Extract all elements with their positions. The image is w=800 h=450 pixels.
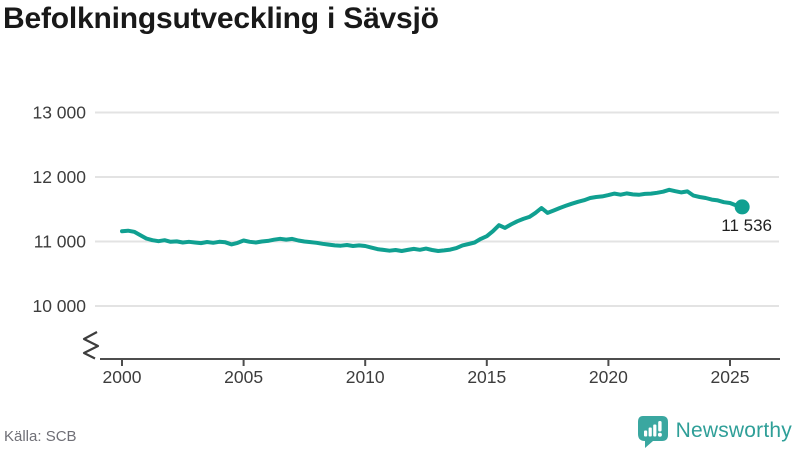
source-note: Källa: SCB [4, 428, 77, 445]
population-line [120, 187, 745, 253]
population-line-group [120, 187, 750, 253]
x-tick-label: 2020 [589, 367, 628, 387]
logo-bubble-shape [637, 416, 668, 448]
x-axis: 2000 2005 2010 2015 2020 2025 [100, 358, 780, 387]
y-tick-label: 12 000 [32, 167, 86, 187]
x-tick-label: 2025 [711, 367, 750, 387]
gridlines [95, 111, 779, 307]
newsworthy-logo-icon [637, 416, 668, 448]
newsworthy-wordmark: Newsworthy [675, 419, 792, 442]
y-tick-label: 11 000 [34, 232, 86, 252]
newsworthy-logo: Newsworthy [636, 414, 792, 448]
logo-bar-1 [643, 430, 647, 437]
logo-bar-2 [648, 427, 652, 437]
end-annotation: 11 536 [721, 216, 772, 235]
logo-bar-3 [652, 424, 657, 437]
y-tick-label: 10 000 [32, 296, 86, 316]
x-tick-label: 2000 [103, 367, 142, 387]
page-title: Befolkningsutveckling i Sävsjö [3, 2, 439, 35]
end-value-label: 11 536 [721, 216, 772, 235]
x-tick-label: 2015 [467, 367, 506, 387]
x-tick-label: 2010 [346, 367, 385, 387]
axis-break-icon [82, 331, 100, 360]
end-point-dot [734, 199, 750, 215]
logo-exclamation-dot [657, 432, 662, 437]
x-tick-label: 2005 [224, 367, 263, 387]
y-axis-labels: 13 000 12 000 11 000 10 000 [32, 103, 86, 317]
y-tick-label: 13 000 [32, 103, 86, 123]
logo-exclamation-bar [657, 421, 662, 432]
